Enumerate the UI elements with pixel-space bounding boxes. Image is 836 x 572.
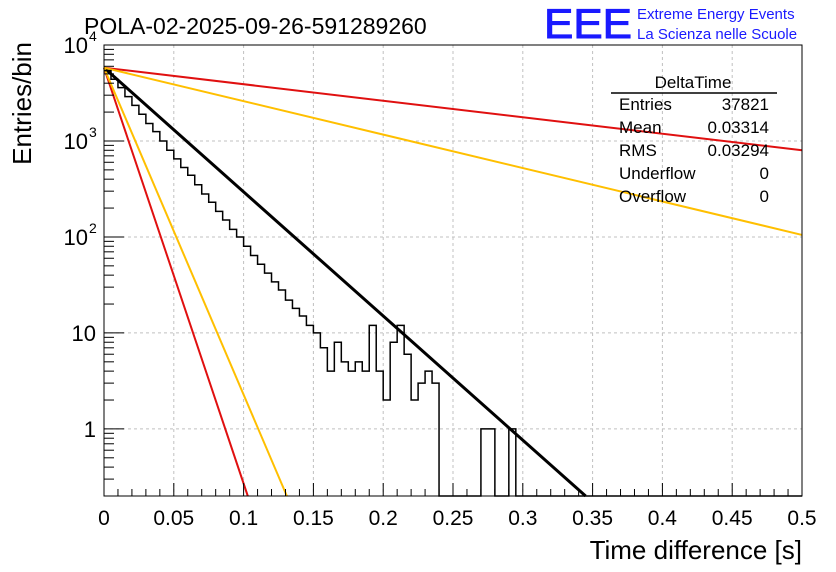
series-red-steep	[103, 67, 249, 497]
axes: 0 0.05 0.1 0.15 0.2 0.25 0.3 0.35 0.4 0.45 0.5 1 10 1…	[64, 28, 817, 530]
y-tick-exponent: 4	[89, 28, 97, 44]
y-tick-label: 10	[64, 33, 88, 58]
y-tick-exponent: 3	[89, 124, 97, 140]
y-tick-label: 10	[64, 129, 88, 154]
series-orange-shallow	[103, 66, 803, 236]
histogram-outline	[104, 69, 802, 497]
stats-value-underflow: 0	[760, 164, 769, 183]
y-axis-label: Entries/bin	[7, 42, 37, 165]
grid	[104, 45, 802, 496]
x-tick-label: 0.2	[369, 507, 398, 530]
stats-box: DeltaTime Entries 37821 Mean 0.03314 RMS…	[611, 73, 777, 206]
stats-label-overflow: Overflow	[619, 187, 687, 206]
logo-line-1: Extreme Energy Events	[637, 6, 795, 23]
stats-header: DeltaTime	[655, 73, 732, 92]
stats-value-mean: 0.03314	[708, 118, 769, 137]
series-layer	[103, 66, 803, 498]
x-tick-label: 0	[98, 507, 110, 530]
x-axis-label: Time difference [s]	[590, 535, 802, 565]
plot-frame	[103, 44, 803, 497]
stats-label-entries: Entries	[619, 95, 672, 114]
series-red-shallow	[103, 66, 803, 152]
stats-value-entries: 37821	[722, 95, 769, 114]
logo-mark: EEE	[544, 0, 632, 47]
x-tick-label: 0.5	[787, 507, 816, 530]
y-tick-label: 1	[84, 417, 96, 442]
stats-value-overflow: 0	[760, 187, 769, 206]
x-tick-label: 0.25	[433, 507, 474, 530]
x-tick-label: 0.1	[229, 507, 258, 530]
stats-label-rms: RMS	[619, 141, 657, 160]
histogram-layer	[104, 69, 802, 497]
x-tick-label: 0.15	[293, 507, 334, 530]
stats-label-mean: Mean	[619, 118, 662, 137]
series-orange-steep	[103, 67, 288, 497]
x-tick-label: 0.4	[648, 507, 678, 530]
logo-line-2: La Scienza nelle Scuole	[637, 26, 797, 43]
stats-label-underflow: Underflow	[619, 164, 696, 183]
y-tick-label: 10	[72, 321, 96, 346]
eee-logo: EEE Extreme Energy Events La Scienza nel…	[544, 0, 798, 48]
x-tick-label: 0.3	[508, 507, 537, 530]
stats-value-rms: 0.03294	[708, 141, 769, 160]
series-fit	[103, 66, 587, 498]
y-tick-label: 10	[64, 225, 88, 250]
y-tick-exponent: 2	[89, 220, 97, 236]
x-tick-label: 0.05	[153, 507, 194, 530]
x-tick-label: 0.35	[572, 507, 613, 530]
x-tick-label: 0.45	[712, 507, 753, 530]
chart-title: POLA-02-2025-09-26-591289260	[84, 13, 427, 39]
